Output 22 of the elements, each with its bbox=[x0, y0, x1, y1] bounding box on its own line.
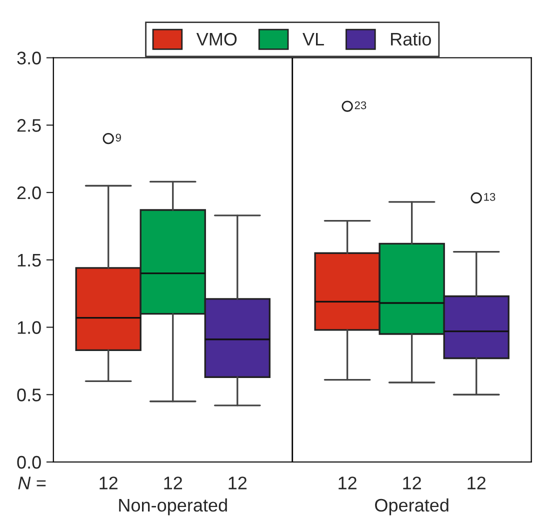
text: 12 bbox=[468, 476, 486, 490]
text: N = bbox=[18, 476, 46, 490]
y-tick-label: 3.0 bbox=[17, 52, 41, 64]
text: 12 bbox=[338, 476, 356, 490]
x-tick-label: Operated bbox=[375, 498, 448, 516]
y-tick-label: 0.0 bbox=[17, 456, 41, 469]
text: 12 bbox=[403, 476, 421, 490]
y-tick-label: 1.5 bbox=[18, 254, 41, 267]
legend-label: VMO bbox=[196, 32, 237, 46]
y-tick-label: 0.5 bbox=[17, 388, 41, 402]
legend-label: VL bbox=[302, 33, 324, 46]
y-tick-label: 2.5 bbox=[17, 119, 41, 132]
y-tick-label: 1.0 bbox=[18, 321, 41, 334]
annotation: 23 bbox=[354, 101, 366, 110]
text: 12 bbox=[164, 476, 182, 490]
annotation: 9 bbox=[116, 134, 121, 142]
y-tick-label: 2.0 bbox=[17, 186, 41, 200]
text: 12 bbox=[228, 476, 247, 490]
annotation: 13 bbox=[484, 193, 496, 201]
legend-label: Ratio bbox=[391, 32, 431, 46]
x-tick-label: Non-operated bbox=[119, 498, 227, 516]
text: 12 bbox=[100, 476, 118, 490]
